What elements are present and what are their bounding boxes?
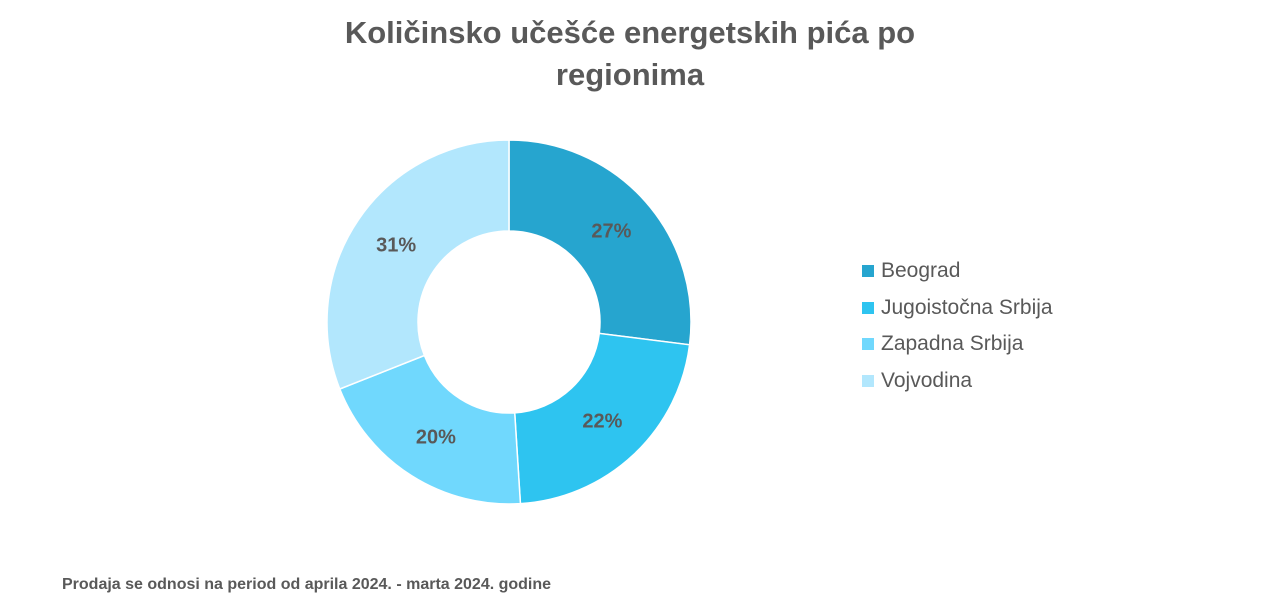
legend-swatch-jugoistocna-srbija	[862, 301, 874, 314]
legend-item-jugoistocna-srbija: Jugoistočna Srbija	[862, 290, 1053, 327]
legend-item-vojvodina: Vojvodina	[862, 363, 1053, 400]
legend-swatch-vojvodina	[862, 374, 874, 387]
slice-label-beograd: 27%	[591, 221, 631, 243]
slice-jugoistocna-srbija	[513, 332, 691, 505]
legend-label-jugoistocna-srbija: Jugoistočna Srbija	[881, 295, 1053, 319]
slice-label-vojvodina: 31%	[376, 234, 416, 256]
slice-beograd	[508, 139, 692, 346]
legend-label-beograd: Beograd	[881, 259, 961, 283]
slice-label-zapadna-srbija: 20%	[416, 426, 456, 448]
chart-legend: Beograd Jugoistočna Srbija Zapadna Srbij…	[862, 253, 1053, 399]
slice-vojvodina	[326, 139, 510, 390]
legend-label-zapadna-srbija: Zapadna Srbija	[881, 332, 1024, 356]
legend-swatch-beograd	[862, 265, 874, 278]
slice-zapadna-srbija	[338, 354, 522, 505]
legend-label-vojvodina: Vojvodina	[881, 368, 973, 392]
chart-title-line-2: regionima	[555, 57, 705, 92]
legend-swatch-zapadna-srbija	[862, 338, 874, 351]
chart-title: Količinsko učešće energetskih pića po re…	[0, 12, 1260, 96]
legend-item-beograd: Beograd	[862, 253, 1053, 290]
legend-item-zapadna-srbija: Zapadna Srbija	[862, 326, 1053, 363]
footnote: Prodaja se odnosi na period od aprila 20…	[62, 576, 552, 593]
chart-title-line-1: Količinsko učešće energetskih pića po	[344, 15, 916, 50]
slice-label-jugoistocna-srbija: 22%	[582, 411, 622, 433]
